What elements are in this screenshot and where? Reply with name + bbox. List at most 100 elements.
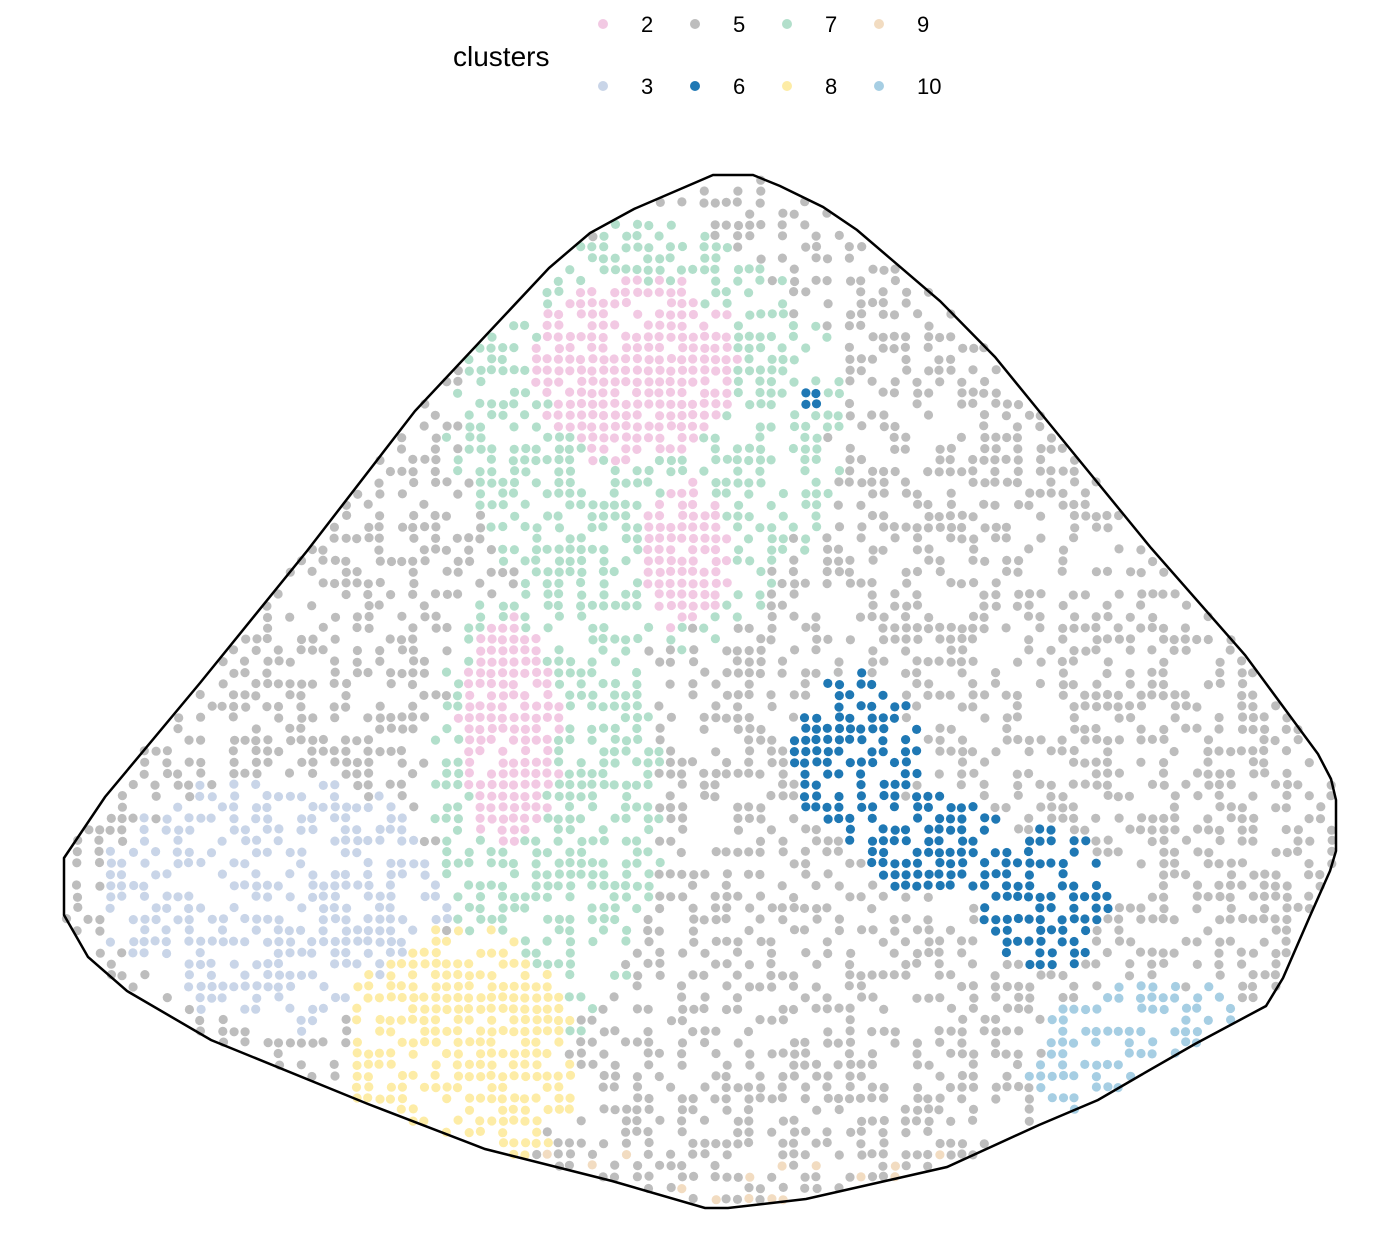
spot-cluster-5 [946, 332, 956, 342]
spot-cluster-5 [1159, 813, 1169, 824]
spot-cluster-8 [464, 1128, 474, 1138]
spot-cluster-5 [923, 1126, 933, 1136]
spot-cluster-5 [733, 768, 743, 778]
spot-cluster-2 [609, 433, 620, 443]
spot-cluster-8 [408, 948, 418, 958]
spot-cluster-2 [654, 355, 664, 365]
spot-cluster-5 [677, 779, 687, 789]
spot-cluster-7 [610, 511, 620, 521]
spot-cluster-5 [655, 1115, 665, 1125]
spot-cluster-6 [878, 690, 888, 700]
spot-cluster-7 [498, 366, 508, 376]
spot-cluster-7 [520, 455, 530, 465]
spot-cluster-5 [296, 634, 307, 645]
spot-cluster-2 [465, 702, 475, 712]
spot-cluster-5 [1068, 590, 1078, 600]
spot-cluster-6 [812, 746, 822, 756]
spot-cluster-2 [654, 342, 665, 353]
spot-cluster-8 [396, 959, 407, 969]
spot-cluster-5 [1203, 735, 1214, 745]
spot-cluster-8 [453, 1071, 464, 1081]
spot-cluster-5 [1304, 814, 1314, 824]
spot-cluster-5 [1058, 488, 1068, 498]
spot-cluster-6 [924, 869, 934, 879]
spot-cluster-2 [700, 545, 710, 555]
spot-cluster-5 [868, 332, 878, 342]
spot-cluster-5 [1249, 870, 1259, 880]
spot-cluster-5 [733, 186, 743, 196]
spot-cluster-5 [856, 858, 866, 868]
spot-cluster-5 [924, 388, 934, 398]
spot-cluster-6 [890, 859, 900, 869]
spot-cluster-8 [364, 1049, 374, 1059]
spot-cluster-5 [1282, 779, 1293, 790]
spot-cluster-2 [498, 780, 508, 790]
spot-cluster-3 [229, 858, 239, 868]
spot-cluster-7 [632, 903, 642, 914]
spot-cluster-8 [442, 970, 452, 980]
spot-cluster-7 [554, 656, 564, 666]
spot-cluster-6 [957, 814, 967, 824]
spot-cluster-3 [116, 870, 127, 880]
spot-cluster-5 [912, 566, 923, 577]
spot-cluster-2 [677, 556, 687, 566]
spot-cluster-6 [935, 880, 945, 891]
spot-cluster-5 [722, 757, 732, 768]
spot-cluster-7 [632, 219, 643, 229]
spot-cluster-5 [1091, 836, 1101, 846]
spot-cluster-10 [1092, 1004, 1102, 1014]
spot-cluster-8 [431, 1060, 441, 1070]
spot-cluster-6 [958, 836, 968, 846]
spot-cluster-5 [666, 712, 677, 722]
spot-cluster-5 [935, 444, 945, 454]
spot-cluster-2 [711, 522, 721, 532]
spot-cluster-7 [576, 792, 586, 802]
spot-cluster-7 [508, 858, 518, 869]
spot-cluster-3 [105, 903, 115, 913]
spot-cluster-2 [465, 735, 475, 745]
spot-cluster-2 [722, 534, 732, 544]
spot-cluster-5 [1035, 466, 1045, 476]
spot-cluster-5 [352, 657, 362, 667]
spot-cluster-5 [777, 656, 788, 666]
spot-cluster-5 [1001, 1049, 1011, 1059]
spot-cluster-2 [486, 713, 496, 723]
spot-cluster-8 [532, 1127, 542, 1137]
spot-cluster-5 [1248, 724, 1258, 735]
spot-cluster-5 [979, 779, 989, 790]
spot-cluster-8 [498, 1003, 508, 1014]
spot-cluster-5 [800, 1183, 810, 1193]
spot-cluster-3 [386, 814, 396, 824]
spot-cluster-5 [654, 926, 664, 936]
spot-cluster-5 [1148, 612, 1158, 623]
spot-cluster-5 [665, 803, 676, 813]
spot-cluster-6 [912, 858, 923, 868]
spot-cluster-5 [699, 198, 709, 208]
spot-cluster-6 [1091, 880, 1102, 891]
spot-cluster-5 [699, 1115, 710, 1125]
spot-cluster-3 [397, 947, 407, 957]
spot-cluster-5 [1248, 690, 1258, 700]
spot-cluster-8 [431, 1004, 441, 1014]
spot-cluster-2 [531, 343, 541, 353]
spot-cluster-6 [980, 903, 990, 913]
spot-cluster-5 [599, 1139, 609, 1149]
spot-cluster-5 [1002, 735, 1012, 745]
spot-cluster-5 [1092, 702, 1102, 712]
spot-cluster-7 [788, 443, 799, 454]
spot-cluster-5 [1159, 634, 1169, 644]
spot-cluster-8 [486, 1070, 496, 1080]
spot-cluster-2 [542, 679, 552, 689]
spot-cluster-3 [386, 891, 396, 901]
spot-cluster-5 [397, 668, 407, 679]
spot-cluster-6 [823, 747, 833, 757]
spot-cluster-5 [341, 1014, 351, 1024]
spot-cluster-5 [374, 545, 384, 555]
spot-cluster-5 [1035, 612, 1045, 622]
spot-cluster-6 [1069, 881, 1079, 891]
spot-cluster-5 [710, 903, 721, 913]
spot-cluster-5 [890, 466, 900, 477]
spot-cluster-5 [755, 198, 765, 208]
spot-cluster-5 [420, 712, 430, 722]
spot-cluster-5 [386, 590, 396, 600]
